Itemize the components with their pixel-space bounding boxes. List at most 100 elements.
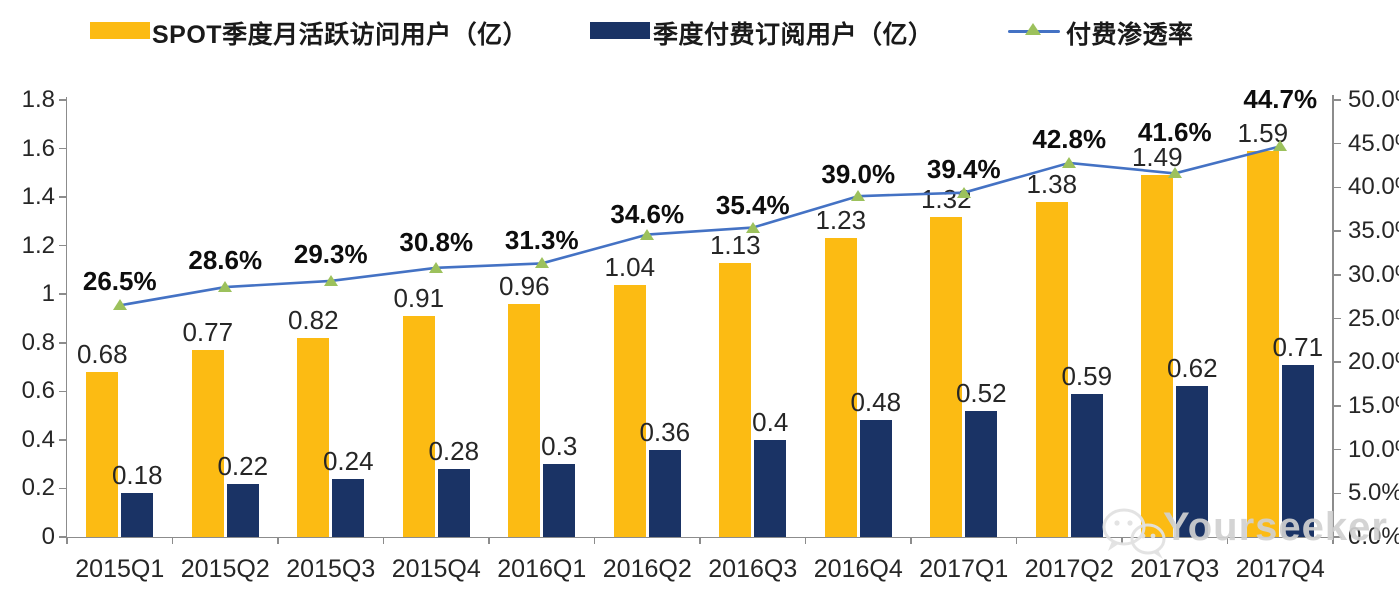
bar-value-label-mau: 0.77 xyxy=(182,317,234,348)
line-marker-triangle-icon xyxy=(112,299,127,311)
bar-mau xyxy=(402,316,435,537)
line-marker-triangle-icon xyxy=(218,281,233,293)
legend-triangle-marker-icon xyxy=(1025,23,1041,35)
y-axis-left-tick-label: 0.6 xyxy=(21,377,55,405)
x-axis-tick xyxy=(804,537,807,544)
y-axis-right-tick-label: 20.0% xyxy=(1348,348,1399,376)
y-axis-right-tick xyxy=(1333,99,1341,101)
line-marker-triangle-icon xyxy=(1273,140,1288,152)
bar-mau xyxy=(719,262,752,537)
x-axis-tick xyxy=(1015,537,1018,544)
bar-value-label-subscribers: 0.24 xyxy=(322,445,374,476)
y-axis-left-tick xyxy=(59,439,66,441)
penetration-value-label: 44.7% xyxy=(1243,84,1318,115)
y-axis-left-tick-label: 0.8 xyxy=(21,328,55,356)
bar-value-label-mau: 1.13 xyxy=(709,229,761,260)
x-tick-label: 2016Q1 xyxy=(497,555,587,583)
y-axis-left-tick xyxy=(59,244,66,247)
y-axis-left-line xyxy=(65,97,67,538)
bar-value-label-subscribers: 0.22 xyxy=(217,450,269,481)
bar-subscribers xyxy=(226,483,259,537)
x-tick-label: 2015Q4 xyxy=(391,555,481,583)
penetration-value-label: 41.6% xyxy=(1137,117,1212,148)
y-axis-right-tick xyxy=(1333,448,1341,451)
bar-subscribers xyxy=(754,439,787,537)
x-axis-tick xyxy=(910,537,912,544)
x-tick-label: 2016Q4 xyxy=(813,555,903,583)
line-marker-triangle-icon xyxy=(851,190,866,202)
x-axis-tick xyxy=(171,537,174,544)
penetration-value-label: 42.8% xyxy=(1032,123,1107,154)
bar-value-label-mau: 0.96 xyxy=(498,270,550,301)
bar-value-label-subscribers: 0.71 xyxy=(1272,331,1324,362)
y-axis-left-tick-label: 0.2 xyxy=(21,474,55,502)
bar-subscribers xyxy=(1176,386,1209,537)
y-axis-right-tick-label: 10.0% xyxy=(1348,435,1399,463)
y-axis-right-tick xyxy=(1333,536,1341,538)
y-axis-left-tick-label: 1 xyxy=(41,280,55,308)
line-marker-triangle-icon xyxy=(640,228,655,240)
y-axis-left-tick xyxy=(59,196,66,198)
x-tick-label: 2017Q2 xyxy=(1024,555,1114,583)
y-axis-right-tick xyxy=(1333,361,1341,363)
x-axis-tick xyxy=(699,537,701,544)
legend-swatch-subscribers xyxy=(590,22,650,39)
x-axis-tick xyxy=(1121,537,1123,544)
y-axis-left-tick xyxy=(59,99,66,101)
bar-value-label-subscribers: 0.3 xyxy=(541,431,578,462)
bar-value-label-mau: 0.82 xyxy=(287,304,339,335)
legend-label-penetration: 付费渗透率 xyxy=(1066,21,1194,49)
legend-label-subscribers: 季度付费订阅用户（亿） xyxy=(653,21,934,49)
y-axis-left-tick-label: 1.8 xyxy=(21,86,55,113)
y-axis-right-tick-label: 40.0% xyxy=(1348,173,1399,201)
penetration-value-label: 34.6% xyxy=(610,198,685,229)
bar-value-label-subscribers: 0.28 xyxy=(428,436,480,467)
bar-value-label-subscribers: 0.48 xyxy=(850,387,902,418)
y-axis-left-tick xyxy=(59,147,66,150)
x-tick-label: 2017Q1 xyxy=(919,555,1009,583)
y-axis-right-tick xyxy=(1333,405,1341,407)
bar-value-label-subscribers: 0.62 xyxy=(1166,353,1218,384)
penetration-value-label: 39.0% xyxy=(821,159,896,190)
penetration-value-label: 35.4% xyxy=(715,189,790,220)
bar-value-label-subscribers: 0.52 xyxy=(955,377,1007,408)
line-marker-triangle-icon xyxy=(1062,156,1077,168)
x-axis-tick xyxy=(1332,537,1334,544)
x-axis-tick xyxy=(66,537,68,544)
y-axis-left-tick-label: 1.2 xyxy=(21,231,55,259)
penetration-value-label: 28.6% xyxy=(188,245,263,276)
y-axis-left-tick-label: 1.4 xyxy=(21,183,55,211)
legend-label-mau: SPOT季度月活跃访问用户（亿） xyxy=(152,21,529,49)
y-axis-right-tick xyxy=(1333,274,1341,276)
y-axis-right-tick xyxy=(1333,186,1341,189)
x-axis-tick xyxy=(593,537,596,544)
x-tick-label: 2015Q1 xyxy=(75,555,165,583)
legend-swatch-mau xyxy=(90,22,150,39)
y-axis-left-tick xyxy=(59,536,66,538)
line-marker-triangle-icon xyxy=(745,221,760,233)
penetration-value-label: 29.3% xyxy=(293,238,368,269)
bar-value-label-subscribers: 0.18 xyxy=(111,460,163,491)
y-axis-right-tick-label: 0.0% xyxy=(1348,523,1399,550)
x-tick-label: 2015Q3 xyxy=(286,555,376,583)
x-tick-label: 2016Q2 xyxy=(602,555,692,583)
y-axis-right-tick-label: 5.0% xyxy=(1348,479,1399,507)
x-axis-tick xyxy=(277,537,279,544)
watermark-text: Yourseeker xyxy=(1163,505,1388,549)
penetration-value-label: 31.3% xyxy=(504,225,579,256)
x-axis-tick xyxy=(1226,537,1229,544)
bar-value-label-mau: 0.68 xyxy=(76,338,128,369)
x-tick-label: 2016Q3 xyxy=(708,555,798,583)
line-marker-triangle-icon xyxy=(323,274,338,286)
y-axis-right-tick-label: 35.0% xyxy=(1348,217,1399,245)
y-axis-left-tick-label: 1.6 xyxy=(21,134,55,162)
y-axis-right-tick-label: 15.0% xyxy=(1348,391,1399,419)
bar-mau xyxy=(613,284,646,537)
bar-value-label-subscribers: 0.4 xyxy=(752,406,789,437)
line-marker-triangle-icon xyxy=(429,261,444,273)
x-axis-line xyxy=(65,536,1342,538)
y-axis-right-tick xyxy=(1333,230,1341,232)
bar-subscribers xyxy=(121,493,154,537)
